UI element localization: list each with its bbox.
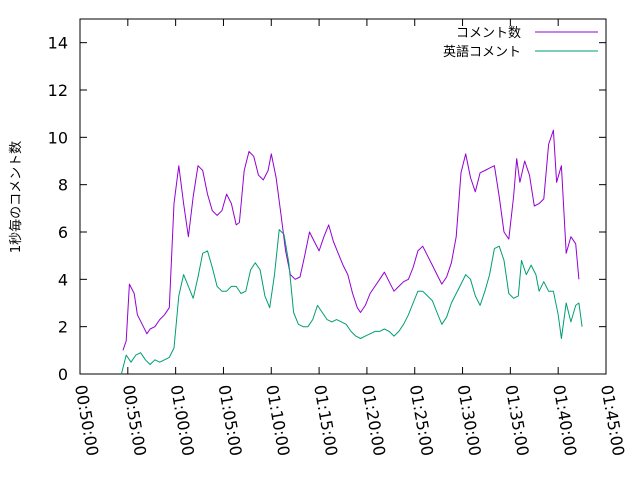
x-tick-label: 01:35:00 xyxy=(501,383,532,457)
x-tick-label: 01:10:00 xyxy=(262,383,293,457)
series-lines xyxy=(120,129,583,375)
x-tick-label: 01:20:00 xyxy=(358,383,389,457)
x-tick-labels: 00:50:00 00:55:00 01:00:00 01:05:00 01:10:00… xyxy=(71,383,628,457)
x-tick-label: 01:15:00 xyxy=(310,383,341,457)
x-tick-label: 00:50:00 xyxy=(71,383,102,457)
legend-label-1: コメント数 xyxy=(456,26,521,41)
y-tick-labels: 0 2 4 6 8 10 12 14 xyxy=(48,34,68,384)
series-line-2 xyxy=(120,229,583,375)
y-tick-label: 10 xyxy=(48,128,68,147)
x-tick-label: 01:25:00 xyxy=(406,383,437,457)
y-axis-label: 1秒毎のコメント数 xyxy=(8,141,24,253)
y-tick-label: 12 xyxy=(48,81,68,100)
series-line-1 xyxy=(122,129,580,351)
axis-ticks xyxy=(79,19,607,375)
legend-label-2: 英語コメント xyxy=(443,44,521,60)
plot-frame xyxy=(79,18,607,375)
y-tick-label: 4 xyxy=(58,270,68,289)
x-tick-label: 01:05:00 xyxy=(215,383,246,457)
x-tick-label: 01:40:00 xyxy=(549,383,580,457)
y-tick-label: 2 xyxy=(58,318,68,337)
y-tick-label: 0 xyxy=(58,365,68,384)
y-tick-label: 6 xyxy=(58,223,68,242)
x-tick-label: 00:55:00 xyxy=(119,383,150,457)
y-tick-label: 8 xyxy=(58,176,68,195)
x-tick-label: 01:00:00 xyxy=(167,383,198,457)
y-tick-label: 14 xyxy=(48,34,68,53)
x-tick-label: 01:45:00 xyxy=(597,383,628,457)
x-tick-label: 01:30:00 xyxy=(454,383,485,457)
